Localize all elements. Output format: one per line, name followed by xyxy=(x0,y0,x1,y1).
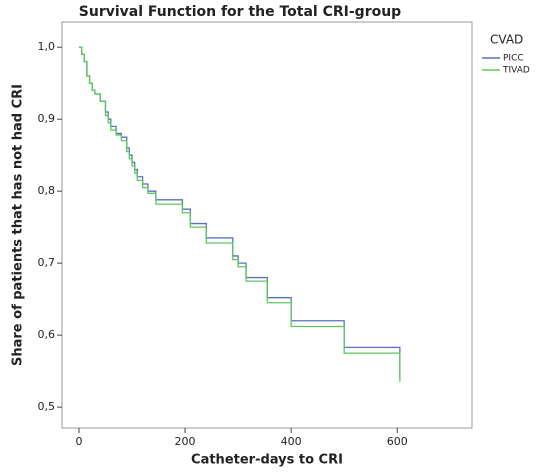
x-tick-label: 600 xyxy=(387,435,408,448)
chart-title: Survival Function for the Total CRI-grou… xyxy=(79,4,401,20)
y-tick-label: 0,8 xyxy=(38,184,56,197)
y-tick-label: 1,0 xyxy=(38,40,56,53)
legend-label: PICC xyxy=(503,54,524,64)
survival-line xyxy=(78,46,401,379)
y-tick-label: 0,7 xyxy=(38,256,56,269)
survival-line xyxy=(78,46,401,382)
legend-label: TIVAD xyxy=(502,66,530,76)
legend-title: CVAD xyxy=(490,33,523,47)
x-tick-label: 400 xyxy=(281,435,302,448)
y-tick-label: 0,6 xyxy=(38,328,56,341)
y-tick-label: 0,5 xyxy=(38,400,56,413)
x-axis-label: Catheter-days to CRI xyxy=(191,453,343,468)
y-tick-label: 0,9 xyxy=(38,112,56,125)
x-tick-label: 0 xyxy=(75,435,82,448)
plot-frame xyxy=(61,21,473,429)
y-axis-label: Share of patients that has not had CRI xyxy=(11,84,26,366)
x-tick-label: 200 xyxy=(175,435,196,448)
